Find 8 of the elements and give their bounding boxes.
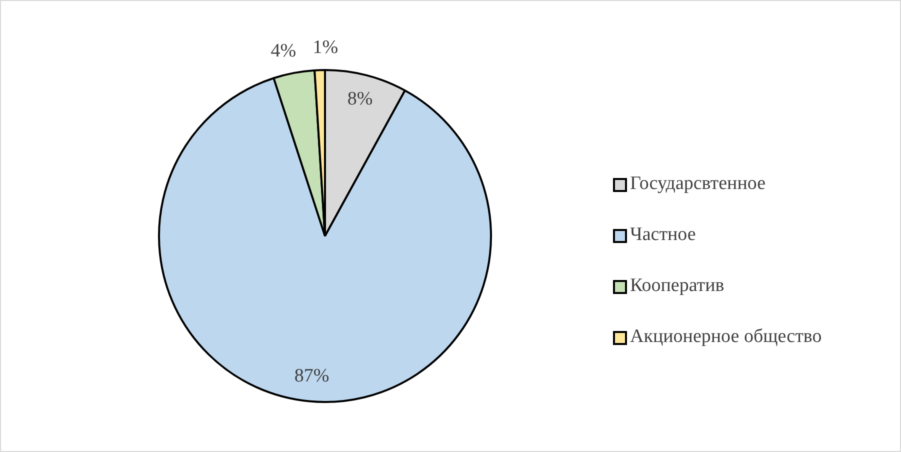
data-label: 8% [347,88,373,110]
legend-label: Государсвтенное [630,173,766,195]
data-label: 4% [270,40,296,62]
legend-label: Частное [630,224,696,246]
data-label: 87% [294,365,330,386]
legend-label: Кооператив [630,275,724,297]
legend-label: Акционерное общество [630,326,822,348]
data-label: 1% [312,37,338,58]
